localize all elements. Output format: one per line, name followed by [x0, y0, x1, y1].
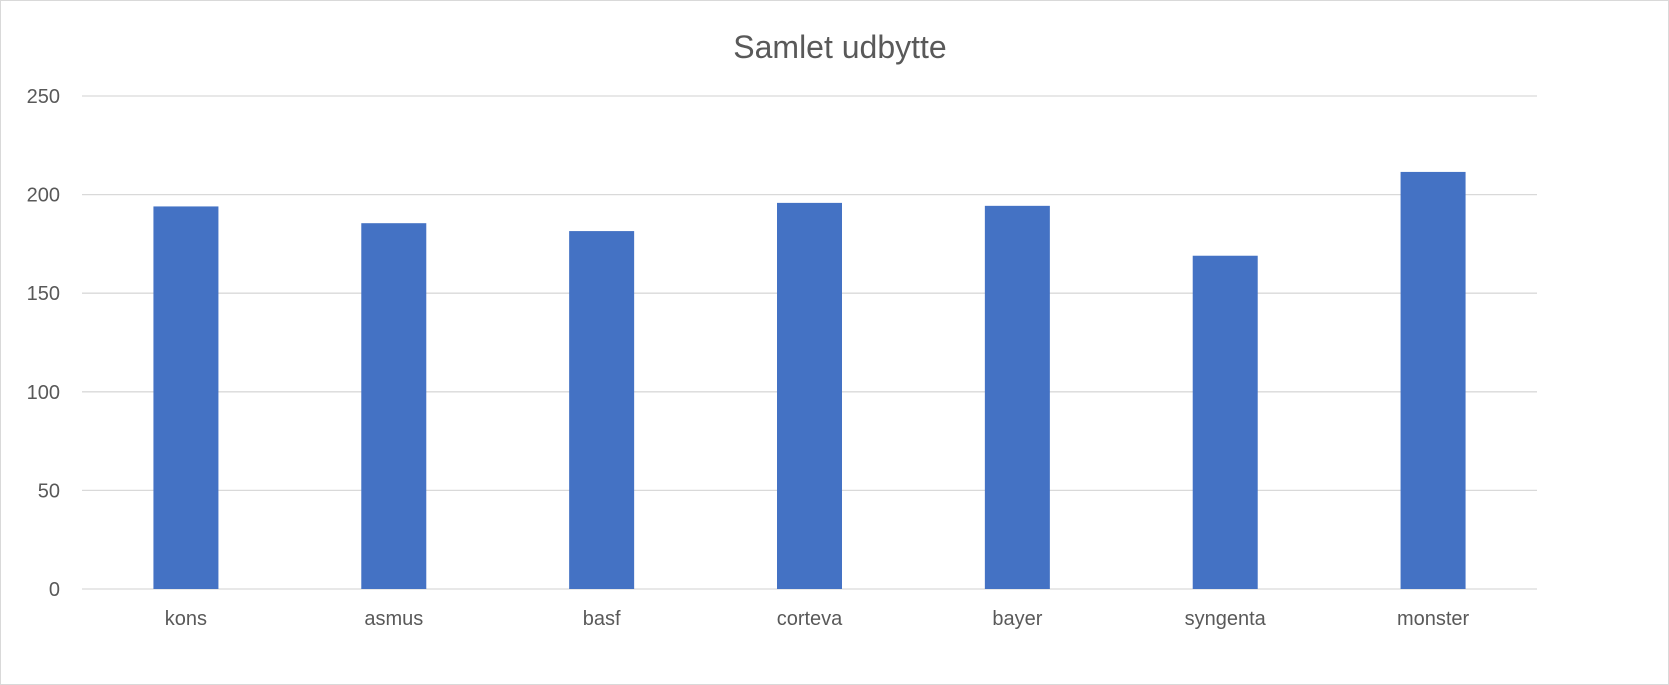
x-axis-category-labels: kons asmus basf corteva bayer syngenta monster — [165, 608, 1470, 630]
x-tick-label-corteva: corteva — [777, 608, 843, 630]
bar-monster — [1400, 171, 1466, 589]
x-tick-label-kons: kons — [165, 608, 207, 630]
x-tick-label-monster: monster — [1397, 608, 1470, 630]
x-tick-label-asmus: asmus — [364, 608, 423, 630]
bar-basf — [569, 231, 635, 589]
y-tick-label: 200 — [27, 185, 60, 207]
x-tick-label-bayer: bayer — [992, 608, 1042, 630]
bar-kons — [153, 206, 219, 589]
y-tick-label: 0 — [49, 579, 60, 601]
bar-corteva — [777, 202, 842, 590]
gridlines — [82, 95, 1537, 590]
y-tick-label: 50 — [38, 480, 60, 502]
y-axis-tick-labels: 0 50 100 150 200 250 — [27, 86, 60, 601]
y-tick-label: 250 — [27, 86, 60, 108]
bars — [153, 171, 1466, 590]
x-tick-label-basf: basf — [583, 608, 621, 630]
x-tick-label-syngenta: syngenta — [1185, 608, 1267, 630]
y-tick-label: 150 — [27, 283, 60, 305]
chart-title: Samlet udbytte — [733, 29, 946, 65]
bar-bayer — [984, 205, 1050, 589]
y-tick-label: 100 — [27, 382, 60, 404]
bar-syngenta — [1192, 255, 1258, 589]
bar-asmus — [361, 223, 427, 589]
